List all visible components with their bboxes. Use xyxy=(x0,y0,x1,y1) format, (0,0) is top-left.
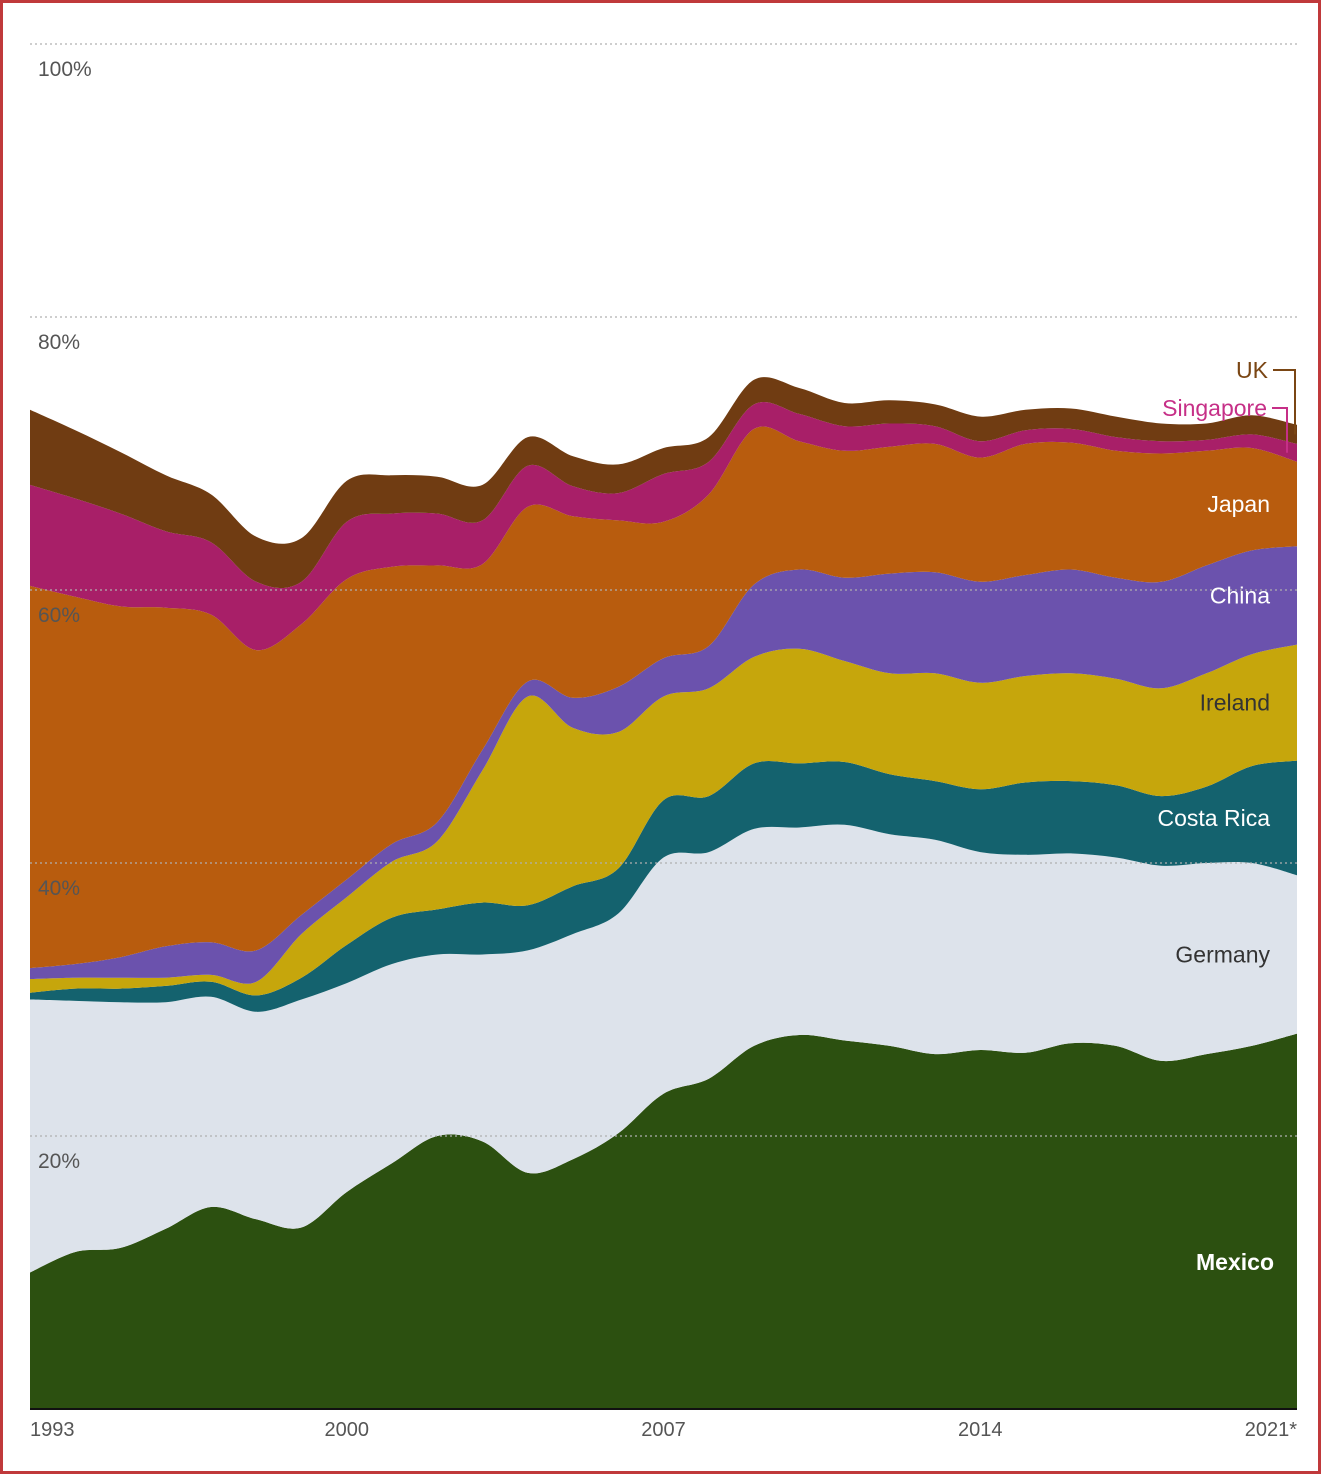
series-labels: Mexico Germany Costa Rica Ireland China Japan… xyxy=(1158,357,1296,1275)
series-label-germany: Germany xyxy=(1175,941,1270,967)
series-label-singapore: Singapore xyxy=(1162,395,1267,421)
y-tick-label: 100% xyxy=(38,58,92,81)
series-label-japan: Japan xyxy=(1207,491,1270,517)
x-tick-label: 2021* xyxy=(1245,1419,1297,1441)
x-tick-label: 2014 xyxy=(958,1419,1003,1441)
area-germany xyxy=(30,824,1297,1273)
series-label-uk: UK xyxy=(1236,357,1269,383)
series-label-mexico: Mexico xyxy=(1196,1249,1274,1275)
series-label-costa-rica: Costa Rica xyxy=(1158,805,1271,831)
area-costa-rica xyxy=(30,760,1297,1012)
series-label-china: China xyxy=(1210,582,1270,608)
callout-line-singapore xyxy=(1272,407,1288,453)
x-tick-label: 2000 xyxy=(325,1419,370,1441)
area-ireland xyxy=(30,644,1297,996)
x-tick-label: 2007 xyxy=(641,1419,686,1441)
area-mexico xyxy=(30,1033,1297,1409)
y-tick-label: 60% xyxy=(38,604,80,627)
y-tick-label: 20% xyxy=(38,1150,80,1173)
area-japan xyxy=(30,426,1297,969)
area-china xyxy=(30,546,1297,984)
callout-line-uk xyxy=(1273,369,1296,435)
axes: 20% 40% 60% 80% 100% 1993 2000 2007 2014 2021* xyxy=(30,43,1297,1441)
y-tick-label: 40% xyxy=(38,877,80,900)
areas xyxy=(30,377,1297,1409)
area-uk xyxy=(30,377,1297,589)
series-label-ireland: Ireland xyxy=(1200,690,1270,716)
y-tick-label: 80% xyxy=(38,331,80,354)
x-tick-label: 1993 xyxy=(30,1419,75,1441)
